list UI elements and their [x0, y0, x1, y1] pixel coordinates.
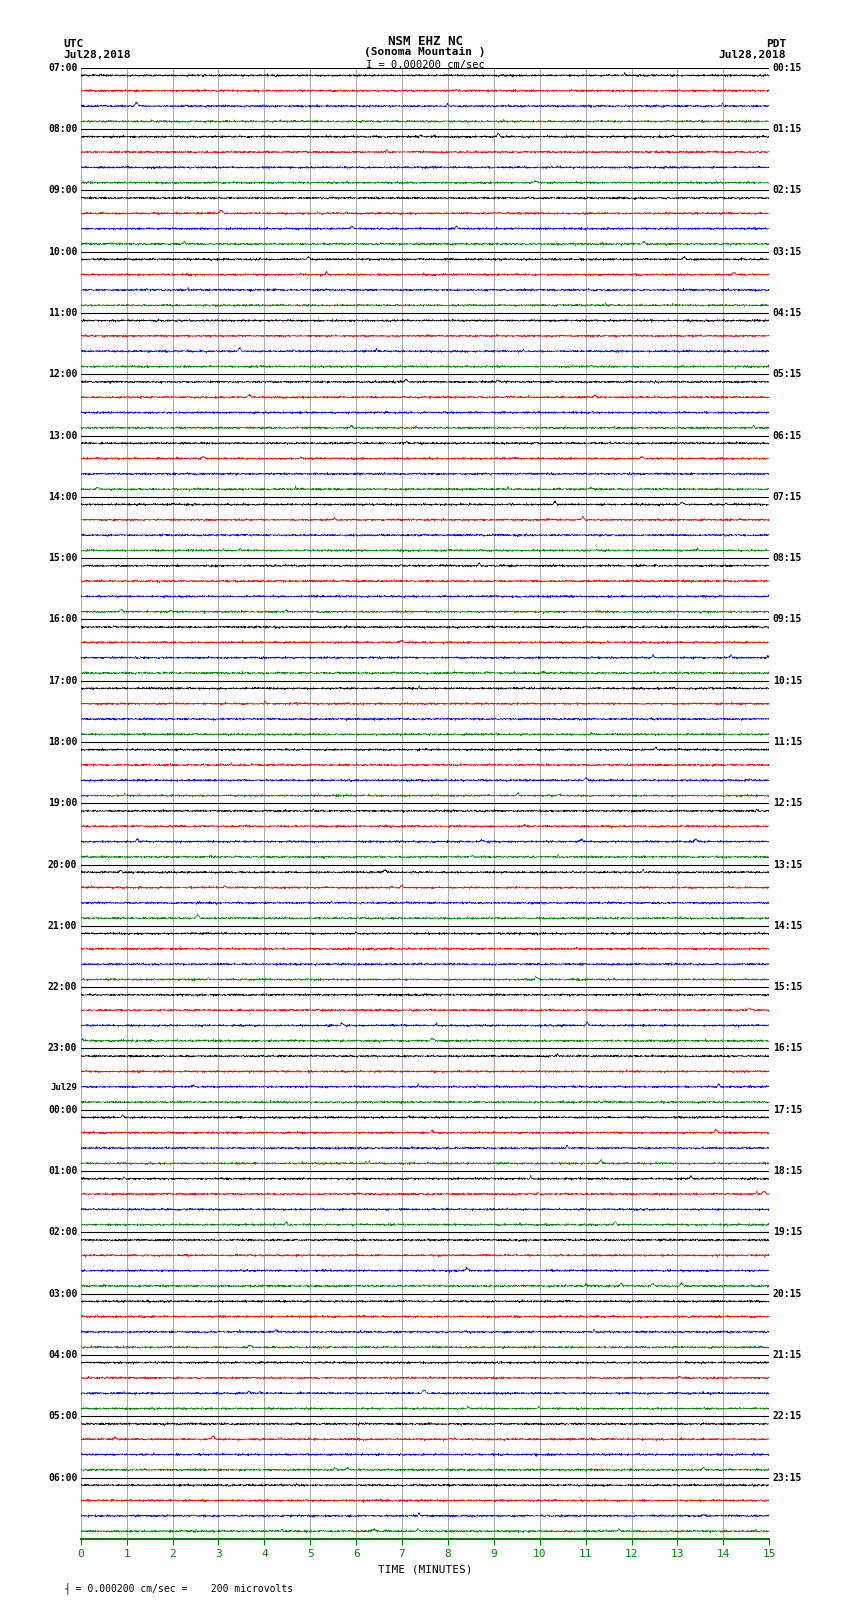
- Text: 18:15: 18:15: [773, 1166, 802, 1176]
- Text: 20:00: 20:00: [48, 860, 77, 869]
- Text: Jul28,2018: Jul28,2018: [719, 50, 786, 60]
- Text: 07:00: 07:00: [48, 63, 77, 73]
- Text: 17:00: 17:00: [48, 676, 77, 686]
- Text: 00:00: 00:00: [48, 1105, 77, 1115]
- Text: 11:15: 11:15: [773, 737, 802, 747]
- Text: 14:00: 14:00: [48, 492, 77, 502]
- Text: 01:00: 01:00: [48, 1166, 77, 1176]
- Text: 22:00: 22:00: [48, 982, 77, 992]
- Text: 02:15: 02:15: [773, 185, 802, 195]
- Text: 23:00: 23:00: [48, 1044, 77, 1053]
- Text: 04:00: 04:00: [48, 1350, 77, 1360]
- Text: 09:00: 09:00: [48, 185, 77, 195]
- Text: 03:00: 03:00: [48, 1289, 77, 1298]
- Text: 19:15: 19:15: [773, 1227, 802, 1237]
- Text: 05:00: 05:00: [48, 1411, 77, 1421]
- Text: 15:00: 15:00: [48, 553, 77, 563]
- Text: 18:00: 18:00: [48, 737, 77, 747]
- Text: ┤ = 0.000200 cm/sec =    200 microvolts: ┤ = 0.000200 cm/sec = 200 microvolts: [64, 1582, 293, 1594]
- Text: 20:15: 20:15: [773, 1289, 802, 1298]
- Text: 10:15: 10:15: [773, 676, 802, 686]
- Text: 17:15: 17:15: [773, 1105, 802, 1115]
- Text: 12:15: 12:15: [773, 798, 802, 808]
- Text: 04:15: 04:15: [773, 308, 802, 318]
- Text: 12:00: 12:00: [48, 369, 77, 379]
- Text: PDT: PDT: [766, 39, 786, 48]
- Text: 23:15: 23:15: [773, 1473, 802, 1482]
- Text: 10:00: 10:00: [48, 247, 77, 256]
- Text: 03:15: 03:15: [773, 247, 802, 256]
- Text: 09:15: 09:15: [773, 615, 802, 624]
- Text: Jul29: Jul29: [50, 1082, 77, 1092]
- Text: 06:15: 06:15: [773, 431, 802, 440]
- Text: 15:15: 15:15: [773, 982, 802, 992]
- Text: 19:00: 19:00: [48, 798, 77, 808]
- X-axis label: TIME (MINUTES): TIME (MINUTES): [377, 1565, 473, 1574]
- Text: 08:15: 08:15: [773, 553, 802, 563]
- Text: Jul28,2018: Jul28,2018: [64, 50, 131, 60]
- Text: (Sonoma Mountain ): (Sonoma Mountain ): [365, 47, 485, 56]
- Text: 00:15: 00:15: [773, 63, 802, 73]
- Text: I = 0.000200 cm/sec: I = 0.000200 cm/sec: [366, 60, 484, 69]
- Text: 16:15: 16:15: [773, 1044, 802, 1053]
- Text: 01:15: 01:15: [773, 124, 802, 134]
- Text: 21:15: 21:15: [773, 1350, 802, 1360]
- Text: 21:00: 21:00: [48, 921, 77, 931]
- Text: 16:00: 16:00: [48, 615, 77, 624]
- Text: 14:15: 14:15: [773, 921, 802, 931]
- Text: 05:15: 05:15: [773, 369, 802, 379]
- Text: 08:00: 08:00: [48, 124, 77, 134]
- Text: 13:00: 13:00: [48, 431, 77, 440]
- Text: 11:00: 11:00: [48, 308, 77, 318]
- Text: NSM EHZ NC: NSM EHZ NC: [388, 35, 462, 48]
- Text: 02:00: 02:00: [48, 1227, 77, 1237]
- Text: 06:00: 06:00: [48, 1473, 77, 1482]
- Text: 07:15: 07:15: [773, 492, 802, 502]
- Text: UTC: UTC: [64, 39, 84, 48]
- Text: 13:15: 13:15: [773, 860, 802, 869]
- Text: 22:15: 22:15: [773, 1411, 802, 1421]
